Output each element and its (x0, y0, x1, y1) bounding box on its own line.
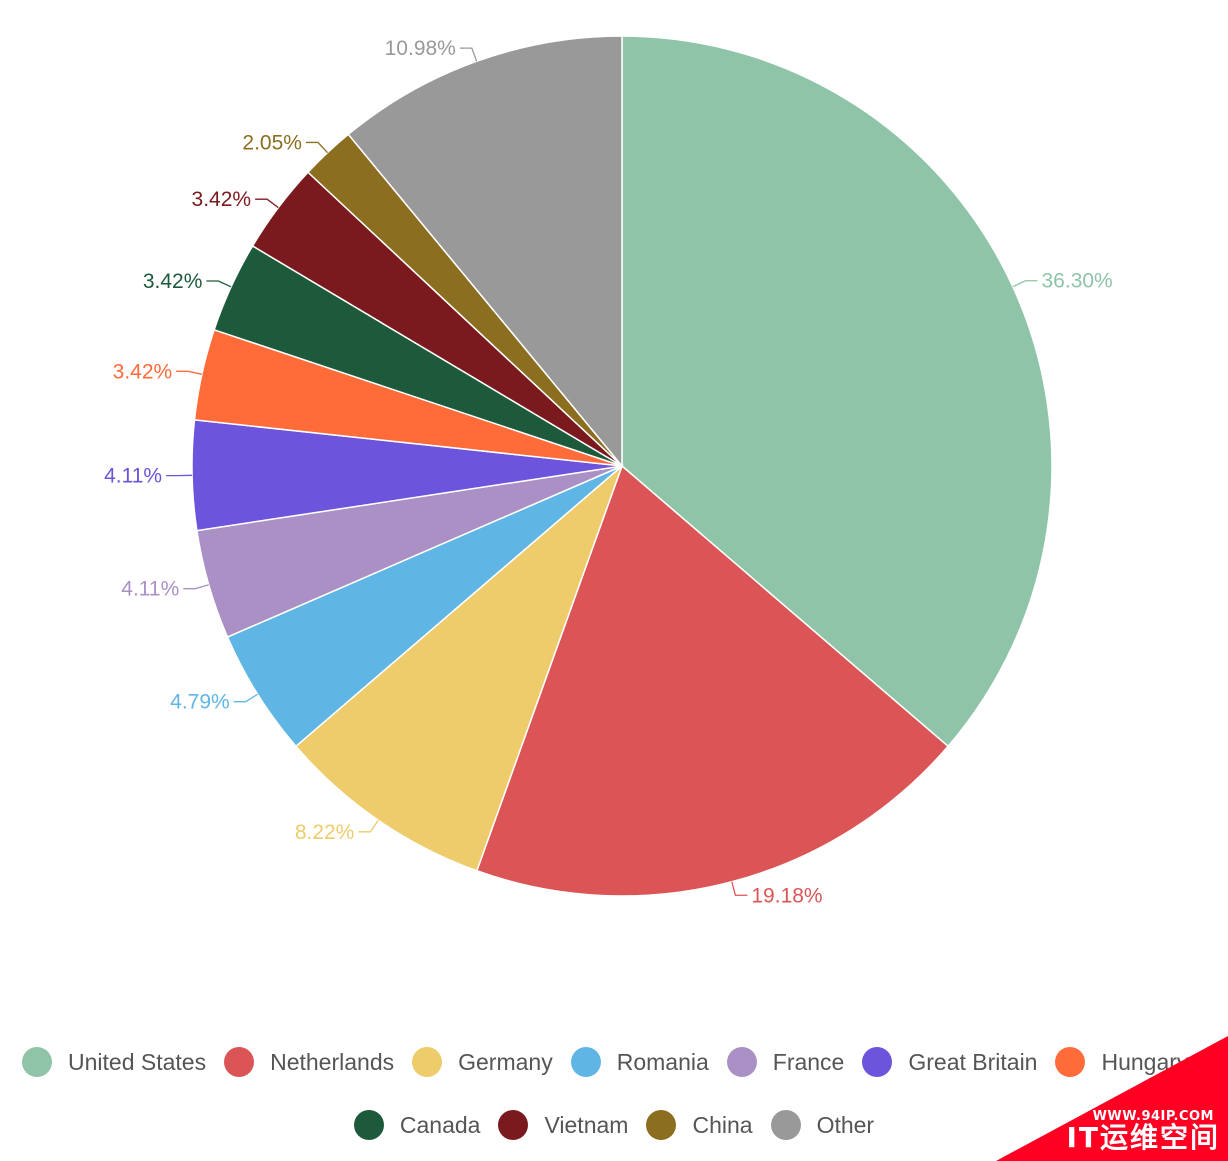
legend-item-other[interactable]: Other (770, 1110, 875, 1140)
leader-line-canada (206, 280, 232, 288)
leader-line-romania (233, 693, 258, 703)
leader-line-netherlands (731, 881, 748, 896)
value-label-great-britain: 4.11% (104, 465, 162, 488)
leader-line-germany (358, 819, 379, 833)
legend-swatch (22, 1047, 52, 1077)
legend-label: China (692, 1111, 753, 1138)
legend-swatch (570, 1047, 601, 1077)
legend-swatch (1055, 1047, 1086, 1077)
legend-row-1: United States Netherlands Germany Romania Fr… (0, 1047, 1228, 1077)
value-label-canada: 3.42% (143, 270, 203, 293)
legend-swatch (224, 1047, 255, 1077)
legend-item-germany[interactable]: Germany (412, 1047, 553, 1077)
value-label-china: 2.05% (242, 131, 302, 154)
slice-united-states[interactable] (621, 35, 1053, 748)
value-label-other: 10.98% (385, 37, 456, 60)
legend-item-romania[interactable]: Romania (570, 1047, 709, 1077)
watermark-triangle (996, 1036, 1228, 1161)
legend-label: Canada (399, 1111, 481, 1138)
pie-slices (191, 35, 1053, 897)
legend-label: Netherlands (270, 1048, 395, 1075)
legend-item-great-britain[interactable]: Great Britain (862, 1047, 1037, 1077)
legend-item-canada[interactable]: Canada (353, 1110, 481, 1140)
legend-label: Romania (616, 1048, 709, 1075)
leader-line-other (459, 47, 478, 62)
legend-label: France (772, 1048, 845, 1075)
leader-line-china (305, 141, 329, 154)
legend-item-france[interactable]: France (726, 1047, 845, 1077)
legend-swatch (412, 1047, 443, 1077)
value-label-germany: 8.22% (295, 821, 355, 844)
legend-item-united-states[interactable]: United States (22, 1047, 206, 1077)
watermark: WWW.94IP.COM IT运维空间 (996, 1036, 1228, 1161)
legend-item-netherlands[interactable]: Netherlands (224, 1047, 394, 1077)
leader-line-vietnam (255, 198, 279, 209)
legend-item-china[interactable]: China (646, 1110, 753, 1140)
legend-label: Germany (458, 1048, 553, 1075)
watermark-url: WWW.94IP.COM (1092, 1109, 1214, 1124)
legend-row-2: Canada Vietnam China Other (0, 1110, 1228, 1140)
legend-swatch (646, 1110, 677, 1140)
pie-chart: 36.30% 19.18% 8.22% 4.79% 4.11% 4.11% 3.42% 3.4… (104, 35, 1113, 907)
value-label-france: 4.11% (121, 578, 179, 601)
legend-swatch (726, 1047, 757, 1077)
leader-line-hungary (176, 370, 203, 375)
legend-swatch (862, 1047, 893, 1077)
leader-line-france (183, 584, 209, 590)
legend-swatch (498, 1110, 529, 1140)
legend-item-vietnam[interactable]: Vietnam (498, 1110, 628, 1140)
legend-swatch (353, 1110, 384, 1140)
value-label-united-states: 36.30% (1042, 270, 1113, 293)
legend-label: Other (816, 1111, 875, 1138)
value-label-vietnam: 3.42% (192, 188, 252, 211)
value-label-hungary: 3.42% (113, 360, 173, 383)
legend-label: Vietnam (544, 1111, 629, 1138)
legend-item-hungary[interactable]: Hungary (1055, 1047, 1188, 1077)
legend-label: Great Britain (908, 1048, 1038, 1075)
watermark-text: IT运维空间 (1066, 1121, 1220, 1154)
leader-line-united-states (1012, 280, 1038, 288)
value-label-romania: 4.79% (170, 691, 230, 714)
slice-germany[interactable] (294, 463, 624, 872)
legend-label: United States (68, 1048, 207, 1075)
pie-leader-lines (166, 47, 1038, 896)
legend-swatch (770, 1110, 801, 1140)
pie-value-labels: 36.30% 19.18% 8.22% 4.79% 4.11% 4.11% 3.42% 3.4… (104, 37, 1113, 907)
value-label-netherlands: 19.18% (751, 884, 822, 907)
